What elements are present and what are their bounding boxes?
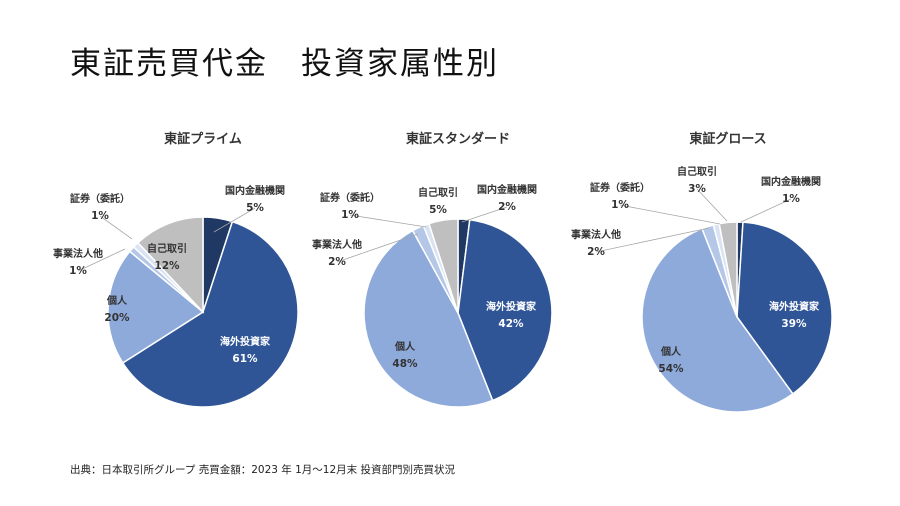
slice-value-individual: 54% [658, 363, 684, 375]
slice-label-corporate: 事業法人他 [571, 228, 621, 241]
slice-label-individual: 個人 [394, 340, 416, 353]
slice-label-domestic-financial: 国内金融機関 [225, 184, 285, 197]
pie-slice-self [136, 216, 204, 314]
chart-title-growth: 東証グロース [689, 132, 767, 147]
slice-value-overseas: 61% [232, 353, 258, 365]
pie-slice-overseas [457, 218, 553, 402]
slice-label-overseas: 海外投資家 [486, 300, 537, 313]
pie-1: 国内金融機関 2% 海外投資家 42% 個人 48% 事業法人他 2% 証券（委託） 1% 自己取引… [312, 183, 553, 408]
leader-line-self [696, 188, 728, 222]
slice-value-securities: 1% [611, 199, 629, 211]
slice-value-individual: 48% [392, 358, 418, 370]
leader-line-securities [349, 214, 427, 228]
slice-label-securities: 証券（委託） [70, 192, 130, 205]
slice-label-securities: 証券（委託） [320, 191, 380, 204]
slice-value-self: 5% [429, 204, 447, 216]
slice-label-securities: 証券（委託） [590, 181, 650, 194]
pie-slice-individual [641, 227, 794, 413]
slice-value-corporate: 1% [69, 265, 87, 277]
slice-label-overseas: 海外投資家 [769, 300, 820, 313]
slice-label-individual: 個人 [660, 345, 682, 358]
pie-2: 国内金融機関 1% 海外投資家 39% 個人 54% 事業法人他 2% 証券（委託） 1% 自己取引… [571, 165, 833, 413]
chart-title-standard: 東証スタンダード [405, 132, 510, 147]
leader-line-corporate [336, 233, 419, 263]
slice-label-overseas: 海外投資家 [220, 335, 271, 348]
leader-line-domestic-financial [461, 206, 508, 223]
leader-line-domestic-financial [740, 198, 792, 223]
leader-line-corporate [595, 227, 710, 253]
slice-value-overseas: 39% [781, 318, 807, 330]
slice-value-self: 12% [154, 260, 180, 272]
slice-value-domestic-financial: 5% [246, 202, 264, 214]
slice-value-domestic-financial: 2% [498, 201, 516, 213]
slice-label-domestic-financial: 国内金融機関 [477, 183, 537, 196]
pie-slice-self [428, 218, 459, 314]
slice-label-domestic-financial: 国内金融機関 [761, 175, 821, 188]
pie-slice-individual [107, 250, 205, 364]
slice-value-domestic-financial: 1% [782, 193, 800, 205]
slice-label-corporate: 事業法人他 [53, 247, 103, 260]
slice-label-self: 自己取引 [147, 242, 187, 255]
slice-value-self: 3% [688, 183, 706, 195]
slice-value-overseas: 42% [498, 318, 524, 330]
slice-label-self: 自己取引 [418, 186, 458, 199]
leader-line-securities [99, 215, 133, 240]
slice-value-individual: 20% [104, 312, 130, 324]
pie-slice-overseas [736, 221, 833, 395]
source-note: 出典：日本取引所グループ 売買金額：2023 年 1月～12月末 投資部門別売買… [70, 464, 455, 476]
slice-value-securities: 1% [341, 209, 359, 221]
chart-title-prime: 東証プライム [164, 132, 242, 147]
pie-0: 国内金融機関 5% 海外投資家 61% 個人 20% 事業法人他 1% 証券（委託） 1% 自己取引… [53, 184, 299, 408]
slice-label-corporate: 事業法人他 [312, 238, 362, 251]
slice-value-corporate: 2% [587, 246, 605, 258]
slice-label-individual: 個人 [106, 294, 128, 307]
pie-slice-overseas [121, 220, 299, 408]
leader-line-securities [619, 204, 721, 225]
page-title: 東証売買代金 投資家属性別 [70, 46, 499, 82]
leader-line-corporate [77, 248, 126, 272]
leader-line-domestic-financial [213, 207, 256, 233]
slice-label-self: 自己取引 [677, 165, 717, 178]
slice-value-securities: 1% [91, 210, 109, 222]
pie-slice-individual [363, 229, 494, 408]
slice-value-corporate: 2% [328, 256, 346, 268]
